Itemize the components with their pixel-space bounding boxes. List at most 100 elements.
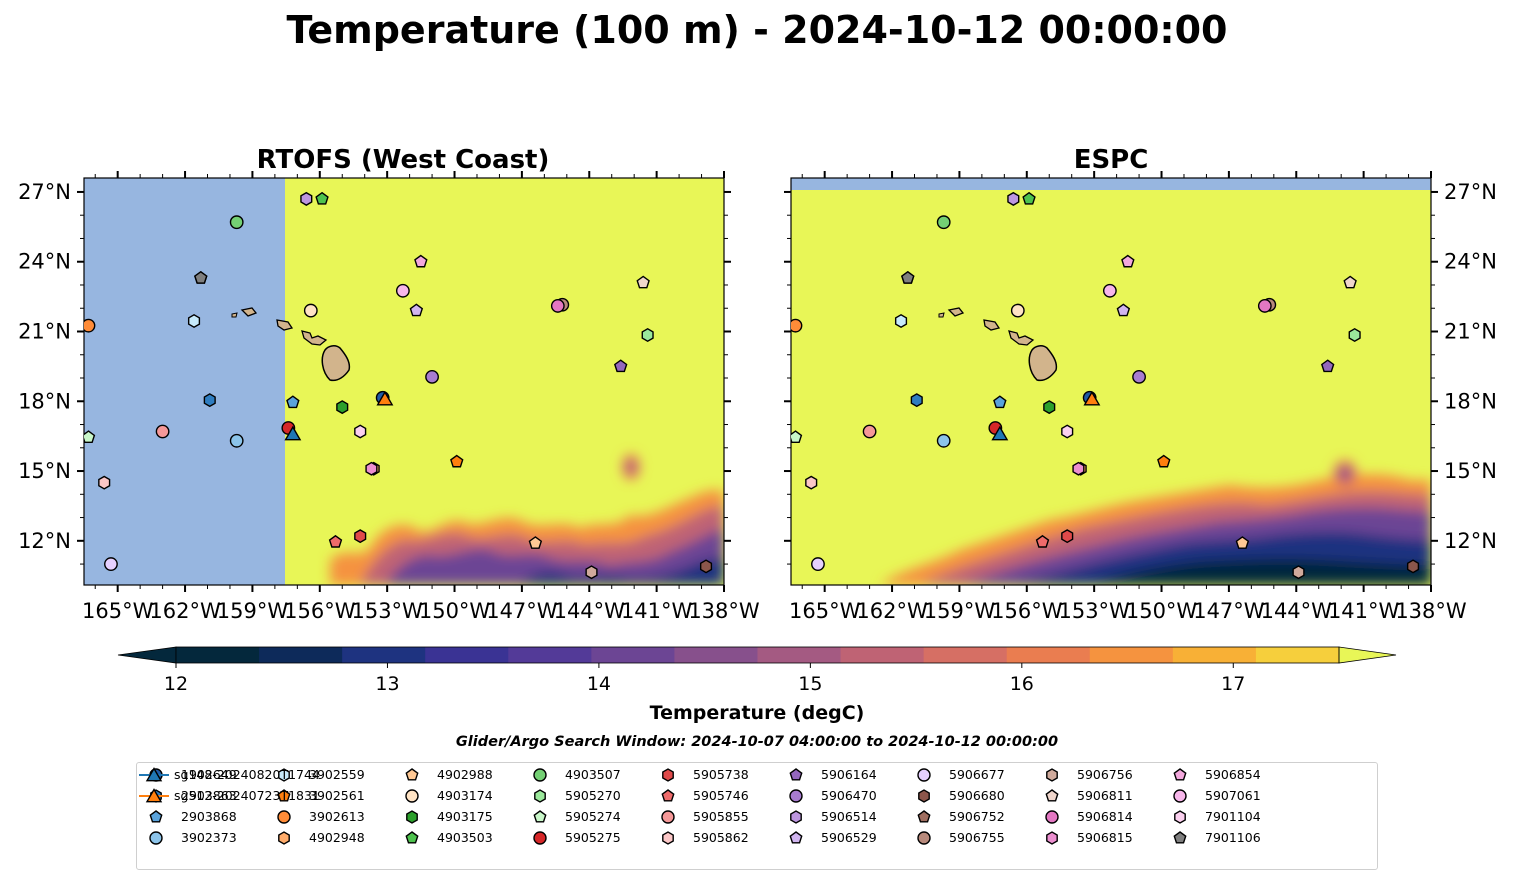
- marker-5906164-right: [1320, 359, 1335, 373]
- marker-4903507-right: [936, 215, 951, 230]
- right-island-hawaii: [1028, 345, 1058, 382]
- marker-5905738-left: [354, 529, 367, 544]
- legend-swatch: [917, 810, 931, 823]
- legend-swatch: [917, 768, 931, 782]
- left-xtick-label: 153°W: [351, 599, 423, 623]
- marker-5906470-legend: [789, 789, 803, 803]
- marker-sg512-20240723T1831-right: [1083, 390, 1101, 406]
- marker-5905746-left: [328, 534, 343, 548]
- right-island-maui: [1008, 330, 1035, 346]
- marker-5906815-right: [1072, 461, 1085, 476]
- left-xtick-label: 138°W: [688, 599, 760, 623]
- right-ytick-label: 18°N: [1444, 389, 1497, 413]
- right-island-niihau: [938, 312, 945, 318]
- marker-5905738-legend: [662, 768, 674, 782]
- legend-label: 3902373: [181, 830, 237, 845]
- left-ytick-label: 15°N: [18, 459, 71, 483]
- left-ytick-label: 21°N: [18, 319, 71, 343]
- left-map-frame: [83, 177, 725, 586]
- marker-5907061-left: [395, 283, 410, 298]
- colorbar-bin: [1089, 647, 1174, 663]
- legend-swatch: [405, 789, 419, 803]
- right-xtick-label: 162°W: [856, 599, 928, 623]
- marker-sg512-20240723T1831-left: [376, 390, 394, 406]
- colorbar-tick-label: 14: [587, 673, 611, 695]
- colorbar-tick-label: 15: [798, 673, 822, 695]
- left-ytick-label: 27°N: [18, 180, 71, 204]
- legend-swatch: [149, 831, 163, 845]
- legend-swatch: [789, 768, 803, 781]
- legend-label: 5906470: [821, 788, 877, 803]
- legend-swatch: [789, 789, 803, 803]
- marker-4903503-right: [1022, 191, 1036, 205]
- colorbar-bin: [176, 647, 260, 663]
- left-island-hawaii: [321, 345, 351, 382]
- colorbar-bin: [342, 647, 426, 663]
- marker-5905855-right: [862, 424, 877, 439]
- legend-swatch: [790, 810, 802, 824]
- marker-5905862-left: [98, 475, 111, 490]
- marker-4903503-left: [315, 191, 329, 205]
- marker-3902559-left: [187, 314, 201, 329]
- marker-4903174-left: [303, 303, 318, 318]
- marker-5906680-legend: [918, 789, 930, 803]
- legend-swatch: [534, 789, 546, 803]
- marker-2903868-left: [286, 395, 300, 409]
- colorbar-bin: [425, 647, 509, 663]
- legend-label: 3902559: [309, 767, 365, 782]
- right-axis-ticks: 165°W162°W159°W156°W153°W150°W147°W144°W…: [784, 171, 1497, 623]
- marker-5906854-right: [1121, 254, 1135, 268]
- marker-5906752-legend: [917, 810, 931, 823]
- legend-label: 4902948: [309, 830, 365, 845]
- right-xtick-label: 153°W: [1058, 599, 1130, 623]
- left-xtick-label: 150°W: [419, 599, 491, 623]
- legend-label: 1902649: [181, 767, 237, 782]
- legend-swatch: [661, 789, 675, 802]
- left-xtick-label: 147°W: [486, 599, 558, 623]
- marker-5906529-legend: [789, 831, 803, 844]
- marker-5906811-left: [636, 275, 650, 289]
- right-xtick-label: 159°W: [924, 599, 996, 623]
- colorbar-extend-high: [1338, 646, 1397, 664]
- right-xtick-label: 147°W: [1193, 599, 1265, 623]
- legend-swatch: [139, 767, 169, 782]
- marker-sg148-20240820T1744-legend: [145, 767, 163, 782]
- marker-5906680-right: [1406, 559, 1420, 574]
- left-axis-ticks: 165°W162°W159°W156°W153°W150°W147°W144°W…: [18, 171, 760, 623]
- legend-label: 5906815: [1077, 830, 1133, 845]
- legend-label: 5907061: [1205, 788, 1261, 803]
- marker-3902561-legend: [277, 789, 291, 802]
- marker-5906470-left: [425, 369, 439, 384]
- legend-swatch: [1046, 831, 1058, 845]
- left-xtick-label: 162°W: [149, 599, 221, 623]
- marker-sg148-20240820T1744-right: [991, 425, 1009, 441]
- left-island-oahu: [276, 319, 294, 331]
- legend-label: 7901104: [1205, 809, 1261, 824]
- left-island-maui: [301, 330, 328, 346]
- marker-5905274-left: [84, 430, 96, 444]
- right-xtick-label: 156°W: [991, 599, 1063, 623]
- marker-5905274-legend: [533, 810, 547, 823]
- legend-label: 5906814: [1077, 809, 1133, 824]
- left-map: [84, 178, 724, 585]
- left-panel-title: RTOFS (West Coast): [257, 145, 550, 175]
- colorbar-bin: [923, 647, 1008, 663]
- legend-label: 5905862: [693, 830, 749, 845]
- right-cold-water: [880, 460, 1431, 585]
- colorbar-bin: [508, 647, 592, 663]
- marker-5905270-right: [1348, 327, 1361, 342]
- left-xtick-label: 144°W: [554, 599, 626, 623]
- marker-5906814-left: [550, 299, 565, 313]
- colorbar-extend-low: [117, 646, 177, 664]
- legend-swatch: [277, 810, 291, 824]
- legend-label: 4903507: [565, 767, 621, 782]
- marker-3902561-right: [1157, 454, 1171, 468]
- legend-label: 4902988: [437, 767, 493, 782]
- marker-5906164-legend: [789, 768, 803, 781]
- marker-5906854-left: [414, 254, 428, 268]
- marker-4902948-legend: [278, 831, 290, 845]
- marker-2903868-legend: [149, 810, 163, 823]
- right-markers: [791, 191, 1420, 580]
- colorbar-bin: [591, 647, 675, 663]
